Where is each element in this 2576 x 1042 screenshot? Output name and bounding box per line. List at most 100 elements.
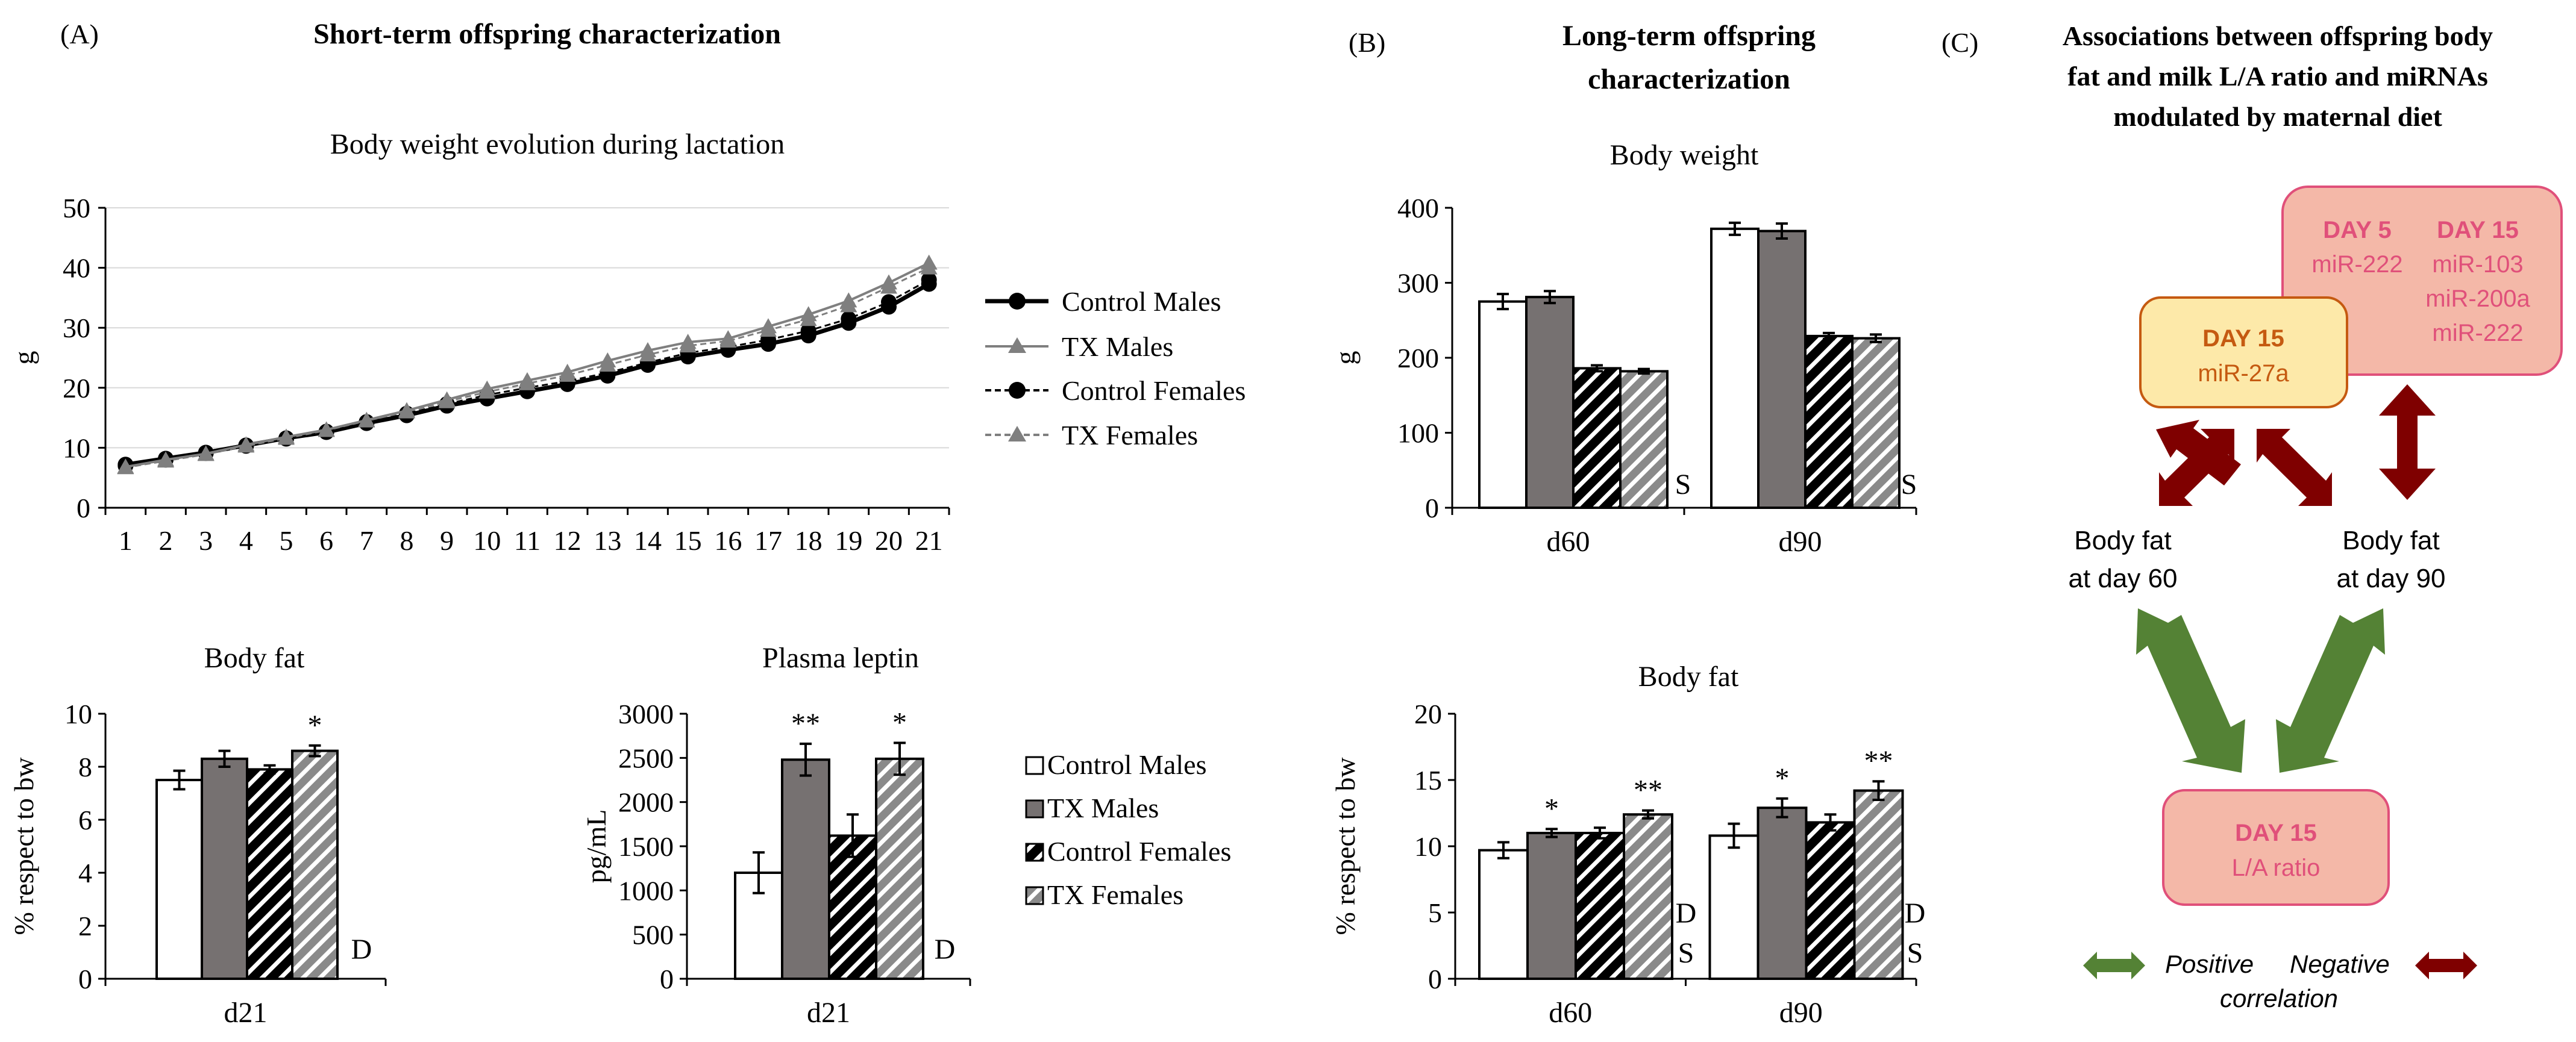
data-point <box>157 451 174 467</box>
y-tick-label: 400 <box>1397 193 1439 223</box>
bar-tx-males <box>1525 296 1575 509</box>
x-tick-label: 15 <box>674 525 702 556</box>
body-fat-60-line1: Body fat <box>2074 526 2171 555</box>
bar-legend-label: TX Males <box>1047 793 1159 823</box>
significance-label: * <box>1544 793 1559 825</box>
panel-a-title: Short-term offspring characterization <box>313 18 781 50</box>
y-tick-label: 15 <box>1414 765 1442 796</box>
line-legend-tx-females: TX Females <box>985 420 1198 451</box>
bar-control-males <box>1478 300 1528 509</box>
data-point <box>719 330 737 346</box>
y-axis-label: pg/mL <box>581 810 612 884</box>
positive-correlation-arrow-bf90-la <box>2276 608 2385 773</box>
line-legend: Control Males TX Males Control Females T… <box>985 286 1246 451</box>
y-axis-label: g <box>8 351 39 365</box>
x-tick-label: 17 <box>754 525 782 556</box>
leptin-diet-marker: D <box>935 934 956 966</box>
body-weight-long-chart: 0 100 200 300 400 g d60 d90 <box>1330 193 1917 558</box>
bar-control-males <box>155 779 203 980</box>
legend-negative: Negative <box>2290 950 2390 978</box>
y-tick-label: 0 <box>1425 493 1439 523</box>
x-tick-label: 1 <box>119 525 133 556</box>
day5-title: DAY 5 <box>2323 217 2391 243</box>
bar-control-females <box>828 834 877 981</box>
day15-mirna: miR-27a <box>2198 360 2289 387</box>
y-tick-label: 6 <box>78 805 92 835</box>
line-legend-label: TX Females <box>1062 420 1198 451</box>
data-point <box>920 254 938 270</box>
bar-legend-label: Control Males <box>1047 749 1206 780</box>
body-fat-90-line1: Body fat <box>2342 526 2439 555</box>
line-legend-control-males: Control Males <box>985 286 1221 317</box>
y-tick-label: 0 <box>77 493 90 523</box>
x-tick-label: d60 <box>1547 526 1590 558</box>
y-tick-label: 5 <box>1428 897 1442 928</box>
line-chart-title: Body weight evolution during lactation <box>330 128 785 160</box>
x-tick-label: 16 <box>714 525 742 556</box>
y-tick-label: 20 <box>63 373 90 404</box>
data-point <box>519 372 536 387</box>
negative-legend-arrow <box>2415 952 2477 979</box>
body-fat-90-line2: at day 90 <box>2336 564 2445 593</box>
data-point <box>599 352 616 367</box>
y-tick-label: 1500 <box>618 831 674 862</box>
negative-correlation-arrow-mirnas-bf90 <box>2379 384 2436 500</box>
y-tick-label: 0 <box>660 964 674 994</box>
mirna-box-day5-day15: DAY 5 miR-222 DAY 15 miR-103 miR-200a mi… <box>2281 186 2563 376</box>
y-tick-label: 4 <box>78 858 92 888</box>
data-point <box>921 272 937 288</box>
la-box-text: L/A ratio <box>2232 855 2321 881</box>
significance-label: ** <box>1634 775 1662 806</box>
bw-long-sex-marker-d60: S <box>1675 469 1691 501</box>
x-tick-label: 12 <box>554 525 581 556</box>
data-point <box>117 458 134 474</box>
data-point <box>880 274 897 290</box>
bar-legend: Control Males TX Males Control Females T… <box>1025 749 1231 910</box>
bw-long-sex-marker-d90: S <box>1901 469 1917 501</box>
day15b-mirna: miR-200a <box>2425 285 2530 312</box>
panel-c-title-line2: fat and milk L/A ratio and miRNAs <box>2067 61 2488 92</box>
bar-control-females <box>1572 367 1622 509</box>
legend-positive: Positive <box>2165 950 2254 978</box>
y-axis-label: % respect to bw <box>8 757 39 935</box>
y-tick-label: 10 <box>1414 831 1442 862</box>
la-box-title: DAY 15 <box>2235 820 2317 846</box>
x-tick-label: 13 <box>594 525 621 556</box>
data-point <box>881 294 897 310</box>
data-point <box>398 402 415 417</box>
bar-legend-control-males: Control Males <box>1025 749 1206 780</box>
y-tick-label: 8 <box>78 752 92 782</box>
y-tick-label: 10 <box>64 699 92 729</box>
bar-tx-males <box>1757 229 1807 509</box>
y-axis-label: g <box>1330 351 1361 365</box>
y-tick-label: 50 <box>63 193 90 223</box>
day15b-title: DAY 15 <box>2437 217 2519 243</box>
bar-tx-males <box>1526 832 1577 980</box>
y-tick-label: 30 <box>63 313 90 343</box>
y-tick-label: 2 <box>78 911 92 941</box>
x-tick-label: d90 <box>1779 526 1822 558</box>
x-tick-label: d21 <box>807 997 850 1029</box>
bar-tx-males <box>781 758 830 981</box>
x-tick-label: 14 <box>634 525 662 556</box>
y-tick-label: 3000 <box>618 699 674 729</box>
x-tick-label: 18 <box>795 525 823 556</box>
significance-label: ** <box>1864 745 1893 777</box>
x-tick-label: d90 <box>1779 997 1823 1029</box>
bar-tx-females <box>291 749 339 980</box>
panel-c-label: (C) <box>1941 27 1978 58</box>
panel-b-label: (B) <box>1349 27 1385 58</box>
x-tick-label: 11 <box>514 525 541 556</box>
day5-mirna: miR-222 <box>2311 251 2402 278</box>
positive-legend-arrow <box>2083 952 2145 979</box>
x-tick-label: d60 <box>1549 997 1592 1029</box>
data-point <box>679 334 697 349</box>
bar-legend-label: Control Females <box>1047 836 1231 867</box>
y-tick-label: 2500 <box>618 743 674 773</box>
panel-a-label: (A) <box>60 19 99 49</box>
bar-control-males <box>1710 227 1760 509</box>
y-tick-label: 100 <box>1397 418 1439 449</box>
data-point <box>760 318 777 334</box>
bar-legend-label: TX Females <box>1047 879 1183 910</box>
